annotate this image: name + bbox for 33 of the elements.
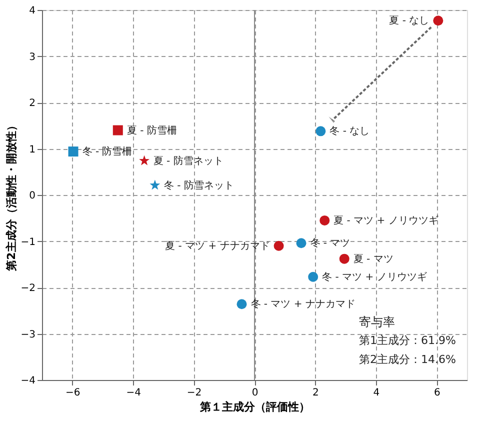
x-axis-title: 第１主成分（評価性） bbox=[199, 400, 310, 414]
annotation: 冬 - なし bbox=[330, 125, 370, 138]
y-tick-label: 2 bbox=[29, 98, 36, 109]
annotation: 冬 - 防雪ネット bbox=[164, 179, 234, 192]
y-tick-label: −4 bbox=[20, 376, 36, 386]
y-tick-label: 4 bbox=[29, 6, 36, 16]
x-tick-label: 0 bbox=[252, 388, 258, 398]
y-tick-label: −1 bbox=[20, 236, 36, 248]
annotation: 寄与率 bbox=[359, 315, 395, 329]
annotation: 夏 - マツ + ナナカマド bbox=[165, 240, 270, 252]
y-tick-label: 1 bbox=[29, 144, 36, 156]
x-tick-label: −4 bbox=[126, 388, 141, 398]
y-axis-title: 第2主成分（活動性・開放性） bbox=[4, 120, 18, 272]
y-tick-label: 3 bbox=[29, 52, 36, 63]
x-tick-label: 6 bbox=[434, 388, 440, 398]
annotation: 第1主成分：61.9% bbox=[359, 334, 456, 347]
x-tick-label: 2 bbox=[312, 388, 319, 398]
annotation: 冬 - マツ + ノリウツギ bbox=[322, 270, 427, 283]
x-tick-label: 4 bbox=[373, 388, 380, 398]
annotation: 第2主成分：14.6% bbox=[359, 353, 456, 366]
annotation: 夏 - 防雪柵 bbox=[126, 124, 177, 136]
y-tick-label: 0 bbox=[29, 190, 36, 202]
x-tick-label: −6 bbox=[65, 388, 80, 398]
annotation: 冬 - マツ + ナナカマド bbox=[250, 298, 356, 310]
annotation: 冬 - 防雪柵 bbox=[82, 146, 132, 158]
annotation: 夏 - マツ bbox=[353, 254, 394, 265]
annotation: 夏 - 防雪ネット bbox=[153, 154, 224, 167]
x-tick-label: −2 bbox=[186, 388, 202, 398]
annotation: 夏 - マツ + ノリウツギ bbox=[334, 214, 438, 226]
annotation: 冬 - マツ bbox=[310, 237, 350, 250]
y-tick-label: −2 bbox=[20, 283, 36, 294]
y-tick-label: −3 bbox=[20, 329, 36, 340]
annotation: 夏 - なし bbox=[389, 16, 430, 27]
